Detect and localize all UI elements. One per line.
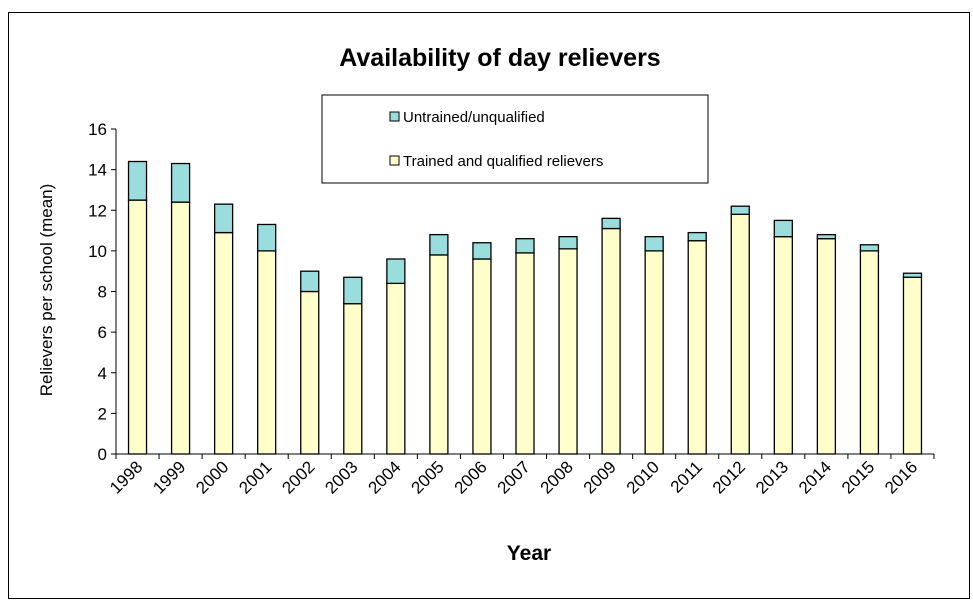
bar-untrained-2001 (257, 223, 277, 252)
y-tick-label: 6 (98, 323, 107, 342)
bar-trained-2004 (386, 282, 406, 455)
bar-trained-2007 (515, 252, 535, 455)
legend-box (321, 94, 709, 184)
bar-trained-2002 (300, 290, 320, 455)
y-tick-label: 0 (98, 445, 107, 464)
bar-untrained-1998 (127, 160, 148, 201)
bar-trained-2009 (601, 227, 621, 455)
x-tick-label: 2011 (667, 457, 706, 496)
y-tick-label: 8 (98, 283, 107, 302)
x-tick-label: 2015 (838, 457, 878, 497)
bar-trained-2013 (773, 236, 793, 455)
legend-swatch-untrained (389, 111, 400, 122)
x-tick-label: 1998 (106, 457, 146, 497)
legend-label-untrained: Untrained/unqualified (403, 109, 545, 126)
y-tick-label: 10 (88, 242, 107, 261)
chart-title: Availability of day relievers (339, 44, 660, 72)
x-tick-label: 2009 (580, 457, 620, 497)
x-tick-label: 2005 (408, 457, 448, 497)
x-tick-label: 2003 (321, 457, 361, 497)
x-tick-label: 2004 (364, 457, 404, 497)
bar-trained-2012 (730, 213, 750, 455)
bar-untrained-2003 (343, 276, 363, 305)
bars (127, 160, 923, 455)
bar-trained-2011 (687, 240, 707, 455)
bar-trained-2016 (902, 276, 923, 455)
y-axis-title: Relievers per school (mean) (37, 184, 56, 397)
x-tick-label: 2014 (795, 457, 835, 497)
bar-trained-2015 (859, 250, 880, 455)
bar-untrained-2009 (601, 217, 621, 230)
y-tick-label: 16 (88, 120, 107, 139)
y-tick-label: 4 (98, 364, 107, 383)
bar-trained-2005 (429, 254, 449, 455)
bar-untrained-2015 (859, 244, 880, 252)
bar-trained-2006 (472, 258, 492, 455)
legend-label-trained: Trained and qualified relievers (403, 153, 603, 170)
bar-untrained-2006 (472, 242, 492, 260)
x-axis: 1998 1999 2000 2001 2002 2003 2004 2005 2006 2007… (106, 453, 935, 498)
x-tick-label: 2002 (278, 457, 318, 497)
bar-untrained-2000 (213, 203, 234, 234)
bar-trained-1998 (127, 199, 148, 455)
y-tick-label: 14 (88, 161, 107, 180)
bar-trained-2014 (816, 238, 837, 455)
bar-untrained-2016 (902, 272, 923, 278)
bar-trained-2001 (257, 250, 277, 455)
bar-untrained-2011 (687, 231, 707, 242)
bar-trained-2000 (213, 231, 234, 455)
x-tick-label: 2016 (881, 457, 921, 497)
legend-swatch-trained (389, 155, 400, 166)
bar-trained-1999 (170, 201, 191, 455)
x-axis-title: Year (507, 542, 551, 565)
bar-untrained-2013 (773, 219, 793, 238)
bar-trained-2003 (343, 303, 363, 455)
bar-trained-2008 (558, 248, 578, 455)
x-tick-label: 2001 (235, 457, 275, 497)
x-tick-label: 2000 (192, 457, 232, 497)
y-axis: 0 2 4 6 8 10 12 14 16 (88, 120, 117, 464)
y-tick-label: 2 (98, 404, 107, 423)
legend: Untrained/unqualified Trained and qualif… (321, 94, 709, 184)
y-tick-label: 12 (88, 201, 107, 220)
bar-trained-2010 (644, 250, 664, 455)
x-tick-label: 2010 (623, 457, 663, 497)
bar-untrained-2004 (386, 258, 406, 285)
x-tick-label: 2006 (451, 457, 491, 497)
bar-untrained-2005 (429, 233, 449, 256)
bar-untrained-1999 (170, 162, 191, 203)
bar-untrained-2007 (515, 238, 535, 254)
bar-untrained-2010 (644, 236, 664, 252)
bar-untrained-2012 (730, 205, 750, 215)
x-tick-label: 2012 (709, 457, 749, 497)
bar-untrained-2014 (816, 233, 837, 240)
x-tick-label: 2013 (752, 457, 792, 497)
bar-untrained-2008 (558, 236, 578, 250)
bar-untrained-2002 (300, 270, 320, 293)
x-tick-label: 2007 (494, 457, 534, 497)
x-tick-label: 2008 (537, 457, 577, 497)
x-tick-label: 1999 (149, 457, 189, 497)
